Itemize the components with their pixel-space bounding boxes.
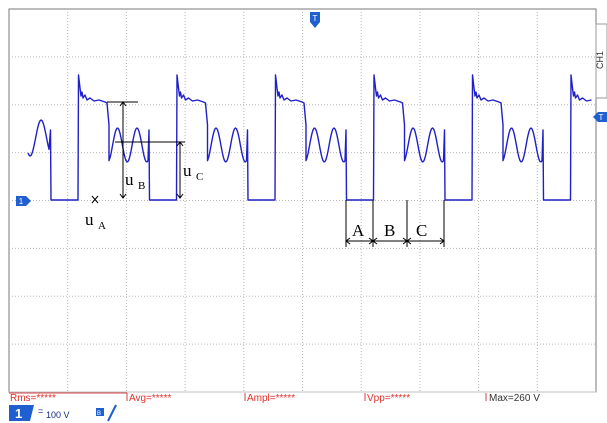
annotation-intervals: A B C <box>345 200 445 247</box>
ground-marker-label: 1 <box>19 197 24 206</box>
measure-ampl[interactable]: Ampl=***** <box>247 393 295 404</box>
trigger-top-label: T <box>313 14 318 23</box>
ground-marker-left[interactable]: 1 <box>16 196 31 206</box>
channel-tab-right[interactable]: CH1 <box>595 23 607 99</box>
uC-subscript: C <box>196 171 203 183</box>
measure-max[interactable]: Max=260 V <box>489 393 540 404</box>
annotation-uC: u C <box>115 141 203 199</box>
bw-limit-icon <box>96 408 104 416</box>
channel-number: 1 <box>15 406 22 421</box>
waveform-trace <box>27 74 592 201</box>
interval-B-label: B <box>384 221 395 240</box>
trigger-right-marker[interactable]: T <box>593 112 607 122</box>
annotation-uA: u A <box>85 195 106 232</box>
channel-scale: 100 V <box>46 410 70 420</box>
coupling-icon: = <box>38 406 43 416</box>
channel-1-status[interactable]: 1 = 100 V B <box>9 404 117 422</box>
trigger-right-label: T <box>599 113 604 122</box>
uC-label: u <box>183 161 192 180</box>
uA-subscript: A <box>98 220 106 232</box>
annotation-uB: u B <box>107 101 145 199</box>
channel-tab-label: CH1 <box>595 51 605 69</box>
measure-vpp[interactable]: Vpp=***** <box>367 393 410 404</box>
uB-subscript: B <box>138 180 145 192</box>
uB-label: u <box>125 170 134 189</box>
measurement-bar: Rms=***** Avg=***** Ampl=***** Vpp=*****… <box>9 391 596 404</box>
interval-A-label: A <box>352 221 365 240</box>
trigger-top-marker[interactable]: T <box>310 12 320 28</box>
interval-C-label: C <box>416 221 427 240</box>
measure-avg[interactable]: Avg=***** <box>129 393 171 404</box>
measure-rms[interactable]: Rms=***** <box>10 393 56 404</box>
bw-limit-letter: B <box>97 411 101 417</box>
uA-label: u <box>85 210 94 229</box>
graticule-grid <box>8 8 597 393</box>
